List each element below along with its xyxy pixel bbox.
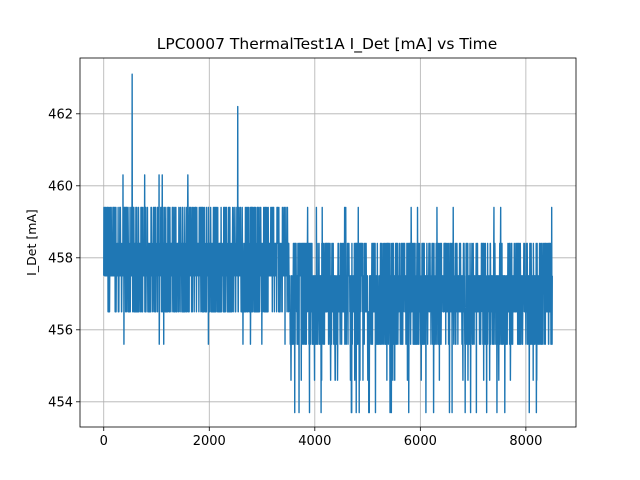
series-line xyxy=(103,73,553,414)
series-group xyxy=(103,73,553,414)
y-axis: 454 456 458 460 462 xyxy=(48,107,80,410)
grid xyxy=(80,58,576,427)
y-axis-label: I_Det [mA] xyxy=(24,209,39,276)
x-tick-label: 8000 xyxy=(509,434,542,449)
y-tick-label: 462 xyxy=(48,107,73,122)
x-tick-label: 4000 xyxy=(298,434,331,449)
x-tick-label: 0 xyxy=(100,434,108,449)
x-axis: 0 2000 4000 6000 8000 xyxy=(100,427,542,449)
y-tick-label: 456 xyxy=(48,323,73,338)
plot-area-frame xyxy=(79,57,577,428)
y-tick-label: 454 xyxy=(48,395,73,410)
x-tick-label: 2000 xyxy=(193,434,226,449)
y-tick-label: 460 xyxy=(48,179,73,194)
y-tick-label: 458 xyxy=(48,251,73,266)
x-tick-label: 6000 xyxy=(404,434,437,449)
chart-title: LPC0007 ThermalTest1A I_Det [mA] vs Time xyxy=(157,35,498,54)
